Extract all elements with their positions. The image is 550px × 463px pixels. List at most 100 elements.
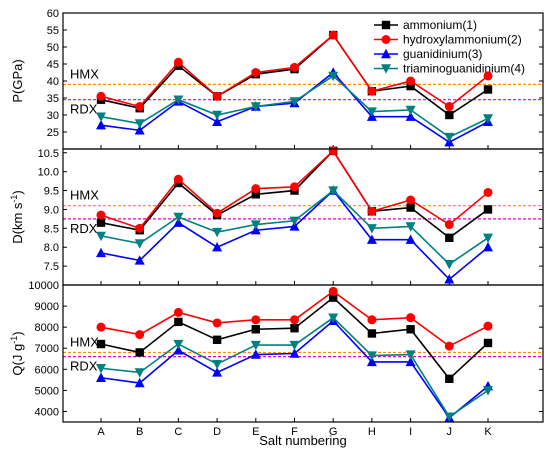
data-point — [134, 239, 145, 249]
data-point — [289, 97, 300, 107]
x-tick-label: G — [329, 426, 338, 438]
y-axis-title: P(GPa) — [10, 59, 25, 102]
data-point — [366, 351, 377, 361]
data-point — [366, 356, 377, 367]
data-point — [96, 372, 106, 382]
y-tick-label: 8000 — [35, 322, 59, 334]
data-point — [405, 350, 416, 360]
data-point — [483, 71, 493, 81]
data-point — [251, 315, 261, 325]
data-point — [406, 76, 416, 86]
y-tick-label: 8.5 — [44, 223, 59, 235]
reference-label-hmx: HMX — [70, 188, 99, 203]
data-point — [173, 339, 184, 350]
legend-marker — [381, 20, 391, 30]
y-tick-label: 8.0 — [44, 242, 59, 254]
data-point — [251, 190, 260, 199]
data-point — [366, 224, 377, 234]
data-point — [444, 260, 455, 270]
y-tick-label: 50 — [47, 42, 59, 54]
data-point — [212, 367, 223, 377]
data-point — [212, 110, 223, 121]
reference-label-hmx: HMX — [70, 334, 99, 349]
x-tick-label: B — [136, 426, 143, 438]
series-line — [100, 319, 489, 419]
data-point — [290, 182, 299, 192]
y-tick-label: 35 — [47, 93, 59, 105]
panel-2: HMX RDX 7.5 8.0 8.5 9.0 9.5 10.0 10.5 — [38, 146, 544, 286]
data-point — [483, 187, 493, 197]
data-point — [328, 186, 339, 196]
data-point — [483, 205, 493, 214]
data-point — [444, 341, 454, 351]
data-point — [328, 286, 338, 296]
data-point — [251, 184, 261, 194]
y-tick-label: 25 — [47, 127, 59, 139]
y-tick-label: 45 — [47, 59, 59, 71]
data-point — [96, 218, 106, 227]
data-point — [406, 313, 416, 323]
legend-label: hydroxylammonium(2) — [403, 33, 522, 47]
data-point — [483, 242, 493, 252]
data-point — [173, 307, 183, 317]
data-point — [406, 81, 415, 91]
y-tick-label: 6000 — [35, 364, 59, 376]
y-tick-label: 9.0 — [44, 204, 59, 216]
data-point — [135, 330, 145, 340]
data-point — [250, 340, 261, 351]
panel-3: HMX RDX 4000 5000 6000 7000 8000 9000 10000 — [28, 280, 544, 423]
data-point — [289, 340, 300, 351]
data-point — [212, 359, 223, 370]
legend-label: ammonium(1) — [403, 18, 477, 32]
data-point — [250, 349, 261, 359]
y-tick-label: 40 — [47, 76, 59, 88]
data-point — [96, 247, 106, 258]
data-point — [405, 222, 416, 232]
data-point — [96, 339, 106, 349]
data-point — [250, 102, 261, 112]
data-point — [173, 174, 183, 184]
data-point — [290, 324, 299, 333]
data-point — [96, 364, 106, 374]
legend-marker — [381, 64, 391, 74]
data-point — [212, 227, 223, 238]
data-point — [289, 348, 300, 358]
data-point — [329, 293, 338, 302]
x-tick-label: K — [484, 426, 492, 438]
data-point — [406, 195, 416, 205]
data-point — [367, 329, 377, 338]
data-point — [290, 62, 299, 72]
y-tick-label: 5000 — [35, 385, 59, 397]
legend-marker — [381, 48, 391, 59]
data-point — [483, 338, 493, 348]
y-tick-label: 7000 — [35, 343, 59, 355]
y-tick-label: 10.0 — [38, 167, 59, 179]
data-point — [212, 91, 222, 101]
data-point — [251, 325, 260, 334]
data-point — [96, 231, 106, 242]
y-tick-label: 4000 — [35, 406, 59, 418]
data-point — [406, 325, 415, 334]
data-point — [444, 102, 454, 111]
data-point — [444, 412, 455, 422]
y-tick-label: 9000 — [35, 301, 59, 313]
data-point — [173, 212, 184, 223]
data-point — [251, 68, 261, 77]
data-point — [405, 234, 416, 244]
y-tick-label: 10000 — [28, 280, 59, 292]
y-tick-label: 9.5 — [44, 186, 59, 198]
y-tick-label: 60 — [47, 8, 59, 20]
data-point — [134, 255, 145, 265]
data-point — [212, 208, 222, 218]
data-point — [445, 110, 454, 120]
data-point — [212, 242, 223, 252]
data-point — [483, 233, 493, 243]
data-point — [96, 91, 106, 101]
y-axis-title: Q(J g-1) — [9, 331, 25, 375]
data-point — [483, 321, 493, 331]
x-tick-label: H — [368, 426, 376, 438]
legend: ammonium(1)hydroxylammonium(2)guanidiniu… — [374, 18, 525, 76]
y-tick-label: 30 — [47, 110, 59, 122]
x-axis-title: Salt numbering — [259, 433, 346, 448]
